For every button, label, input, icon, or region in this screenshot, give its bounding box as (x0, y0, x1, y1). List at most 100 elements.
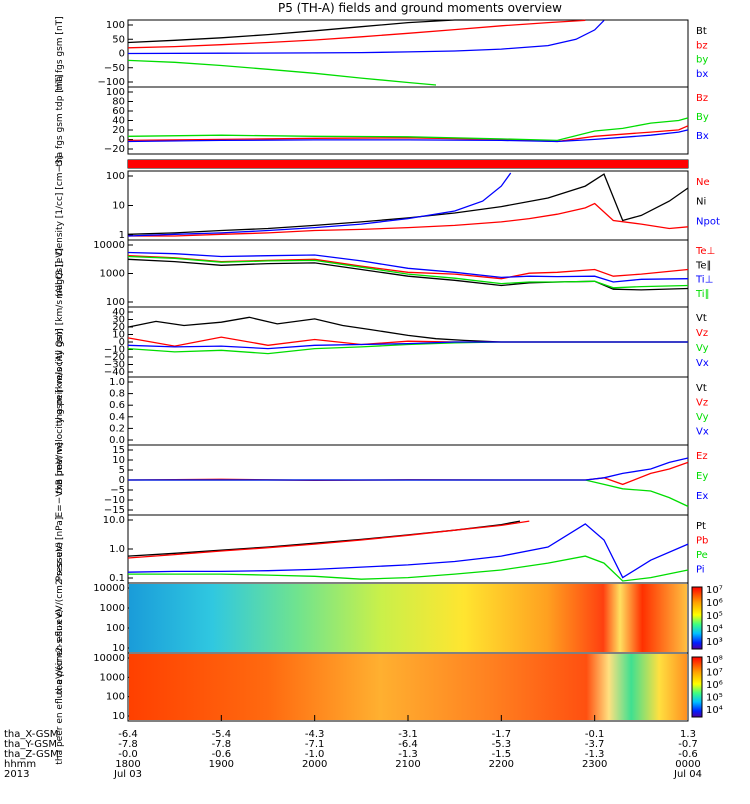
colorbar-tick-label: 10⁴ (706, 624, 723, 635)
colorbar-tick-label: 10⁴ (706, 705, 723, 716)
y-tick-label: 100 (106, 297, 125, 308)
y-tick-label: 100 (106, 623, 125, 634)
x-tick-label: -0.7 (678, 739, 698, 750)
x-tick-label: -7.8 (118, 739, 138, 750)
x-tick-label: -0.6 (678, 749, 698, 760)
colorbar-tick-label: 10³ (706, 637, 723, 648)
chart-title: P5 (TH-A) fields and ground moments over… (278, 1, 562, 15)
legend-label: Vt (696, 383, 707, 394)
panel-frame (127, 170, 689, 241)
panel-frame (127, 86, 689, 155)
x-tick-label: -1.0 (305, 749, 325, 760)
y-tick-label: 1000 (100, 672, 125, 683)
y-tick-label: 15 (112, 445, 125, 456)
legend-label: Te⊥ (695, 246, 715, 257)
y-tick-label: 0 (119, 49, 125, 60)
legend-label: Pb (696, 536, 708, 547)
series-line-0 (127, 19, 530, 44)
divider-strip (128, 160, 688, 168)
y-axis-label: tha fgs gsm [nT] (55, 16, 65, 90)
y-tick-label: 100 (106, 87, 125, 98)
series-line-2 (128, 555, 689, 582)
y-tick-label: 100 (106, 692, 125, 703)
y-tick-label: 1.0 (109, 377, 125, 388)
colorbar-tick-label: 10⁵ (706, 611, 723, 622)
y-axis-label: tha fgs gsm tdp [nT] (55, 74, 65, 166)
x-tick-label: -1.3 (398, 749, 418, 760)
y-tick-label: −10 (104, 345, 125, 356)
legend-label: By (696, 112, 709, 123)
panel-frame (127, 376, 689, 446)
series-line-0 (128, 202, 689, 237)
y-axis-label: Pressure [nPa] (55, 517, 65, 582)
y-tick-label: 5 (119, 465, 125, 476)
x-tick-label: -0.1 (585, 729, 605, 740)
series-line-2 (127, 172, 512, 237)
y-tick-label: −20 (104, 144, 125, 155)
series-line-2 (128, 457, 689, 481)
y-tick-label: −10 (104, 495, 125, 506)
series-line-1 (127, 258, 689, 291)
y-tick-label: 10 (112, 711, 125, 722)
legend-label: Vz (696, 398, 708, 409)
x-tick-label: -3.1 (398, 729, 418, 740)
y-tick-label: 50 (112, 34, 125, 45)
y-tick-label: 100 (106, 171, 125, 182)
x-tick-label: 0000 (675, 759, 700, 770)
legend-label: Pe (696, 550, 708, 561)
y-tick-label: −20 (104, 352, 125, 363)
x-tick-label: -5.3 (492, 739, 512, 750)
y-tick-label: 100 (106, 20, 125, 31)
y-tick-label: 40 (112, 116, 125, 127)
colorbar-tick-label: 10⁶ (706, 598, 723, 609)
y-tick-label: 0 (119, 337, 125, 348)
y-tick-label: 0.8 (109, 389, 125, 400)
x-row-label: 2013 (4, 769, 29, 780)
x-tick-label: 1900 (209, 759, 234, 770)
legend-label: Ni (696, 197, 706, 208)
y-tick-label: −30 (104, 360, 125, 371)
x-tick-label: -1.3 (585, 749, 605, 760)
series-line-2 (127, 129, 689, 143)
y-tick-label: 1000 (100, 603, 125, 614)
legend-label: Vx (696, 358, 709, 369)
colorbar-tick-label: 10⁵ (706, 693, 723, 704)
series-line-0 (127, 255, 689, 280)
y-tick-label: 10 (112, 330, 125, 341)
legend-label: Te∥ (695, 260, 712, 271)
legend-label: Ez (696, 451, 708, 462)
series-line-1 (128, 479, 689, 507)
legend-label: bz (696, 40, 708, 51)
y-tick-label: 30 (112, 315, 125, 326)
y-tick-label: −5 (110, 485, 125, 496)
legend-label: bx (696, 69, 708, 80)
y-tick-label: 0.0 (109, 435, 125, 446)
legend-label: Ti⊥ (695, 275, 713, 286)
x-tick-label: -1.7 (492, 729, 512, 740)
y-axis-label: magt3 [eV] (55, 248, 65, 299)
x-row-label: hhmm (4, 759, 36, 770)
y-tick-label: 1.0 (109, 544, 125, 555)
x-tick-label: 1800 (115, 759, 140, 770)
y-tick-label: 0.1 (109, 573, 125, 584)
y-axis-label: tha peir velocity gsm [km/s (All Qs)] (55, 261, 65, 423)
legend-label: Vt (696, 313, 707, 324)
series-line-2 (127, 251, 689, 283)
legend-label: Ex (696, 491, 708, 502)
legend-label: Ey (696, 471, 708, 482)
y-tick-label: 10 (112, 201, 125, 212)
x-tick-label: Jul 04 (673, 769, 702, 780)
y-tick-label: 0 (119, 135, 125, 146)
x-row-label: tha_X-GSM (4, 729, 58, 740)
legend-label: Bz (696, 93, 708, 104)
series-line-0 (127, 520, 521, 557)
y-tick-label: 0.4 (109, 412, 125, 423)
series-line-2 (127, 59, 437, 86)
colorbar-tick-label: 10⁷ (706, 668, 723, 679)
y-tick-label: 10000 (93, 653, 125, 664)
colorbar-tick-label: 10⁶ (706, 680, 723, 691)
y-tick-label: 0 (119, 475, 125, 486)
x-row-label: tha_Z-GSM (4, 749, 59, 760)
series-line-0 (127, 461, 689, 486)
